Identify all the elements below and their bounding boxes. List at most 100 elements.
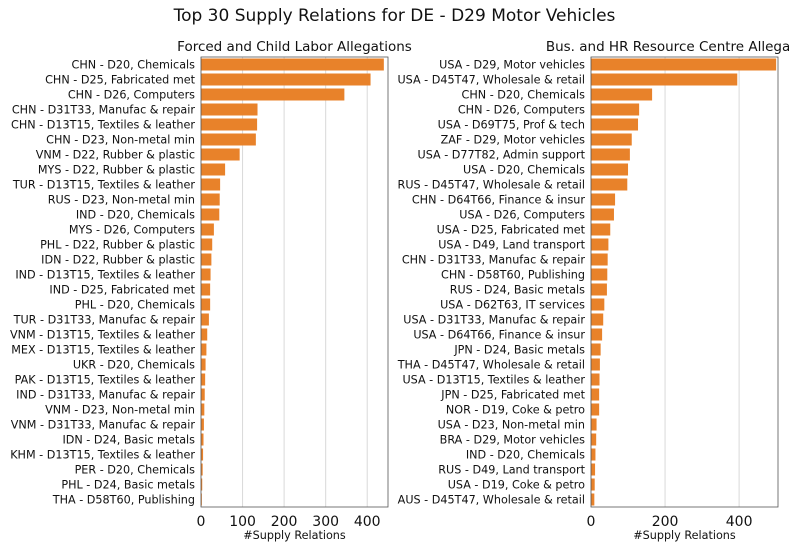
right-subplot-title: Bus. and HR Resource Centre Allegations: [546, 39, 789, 55]
right-bar: [591, 238, 609, 251]
right-category-label: JPN - D25, Fabricated met: [440, 389, 585, 402]
left-category-label: CHN - D26, Computers: [68, 89, 195, 102]
left-x-tick-label: 100: [229, 514, 256, 530]
left-category-label: VNM - D13T15, Textiles & leather: [10, 329, 195, 342]
left-category-label: PAK - D13T15, Textiles & leather: [15, 374, 196, 387]
right-x-tick-label: 0: [587, 514, 596, 530]
left-bar: [201, 298, 211, 311]
right-category-label: USA - D69T75, Prof & tech: [438, 119, 585, 132]
left-bar: [201, 133, 256, 146]
left-category-label: UKR - D20, Chemicals: [73, 359, 195, 372]
left-bar: [201, 88, 345, 101]
left-category-label: IDN - D24, Basic metals: [62, 434, 195, 447]
right-category-label: USA - D31T33, Manufac & repair: [403, 314, 585, 327]
right-bar: [591, 268, 608, 281]
left-bar: [201, 283, 211, 296]
right-bar: [591, 283, 607, 296]
right-category-label: JPN - D24, Basic metals: [453, 344, 585, 357]
right-bar: [591, 223, 611, 236]
right-bar: [591, 148, 630, 161]
left-category-label: VNM - D23, Non-metal min: [45, 404, 195, 417]
right-category-label: ZAF - D29, Motor vehicles: [441, 134, 586, 147]
right-category-label: CHN - D26, Computers: [458, 104, 585, 117]
right-category-label: NOR - D19, Coke & petro: [446, 404, 585, 417]
left-x-tick-label: 200: [271, 514, 298, 530]
right-category-label: CHN - D20, Chemicals: [462, 89, 586, 102]
right-category-label: USA - D77T82, Admin support: [418, 149, 586, 162]
figure-title: Top 30 Supply Relations for DE - D29 Mot…: [173, 6, 616, 26]
right-bar: [591, 163, 629, 176]
left-bar: [201, 208, 220, 221]
right-bar: [591, 103, 640, 116]
left-category-label: CHN - D20, Chemicals: [72, 59, 196, 72]
right-x-tick-label: 200: [652, 514, 679, 530]
left-axes-frame: [200, 56, 389, 508]
right-category-label: CHN - D58T60, Publishing: [441, 269, 585, 282]
right-bar: [591, 373, 600, 386]
right-bar: [591, 328, 603, 341]
left-bar: [201, 478, 203, 491]
left-category-label: CHN - D25, Fabricated met: [45, 74, 195, 87]
left-category-label: PHL - D20, Chemicals: [75, 299, 195, 312]
right-bar: [591, 388, 600, 401]
left-bar: [201, 403, 205, 416]
right-category-label: USA - D20, Chemicals: [463, 164, 585, 177]
left-bar: [201, 148, 240, 161]
right-axes-frame: [590, 56, 779, 508]
right-x-tick-label: 400: [726, 514, 753, 530]
left-bar: [201, 268, 211, 281]
left-bar: [201, 373, 206, 386]
left-x-tick-label: 300: [312, 514, 339, 530]
left-bar: [201, 118, 258, 131]
right-bar: [591, 208, 614, 221]
left-category-label: THA - D58T60, Publishing: [52, 494, 195, 507]
left-category-label: PER - D20, Chemicals: [75, 464, 196, 477]
left-bar: [201, 313, 209, 326]
right-bar: [591, 298, 605, 311]
right-category-label: AUS - D45T47, Wholesale & retail: [398, 494, 585, 507]
left-category-label: MYS - D22, Rubber & plastic: [38, 164, 195, 177]
right-bar: [591, 478, 595, 491]
right-category-label: USA - D62T63, IT services: [440, 299, 585, 312]
left-bar: [201, 253, 212, 266]
right-category-label: USA - D64T66, Finance & insur: [413, 329, 585, 342]
left-x-tick-label: 400: [354, 514, 381, 530]
left-category-label: CHN - D31T33, Manufac & repair: [12, 104, 196, 117]
left-category-label: RUS - D23, Non-metal min: [48, 194, 195, 207]
right-category-label: USA - D13T15, Textiles & leather: [402, 374, 585, 387]
right-category-label: CHN - D64T66, Finance & insur: [412, 194, 586, 207]
right-bar: [591, 313, 604, 326]
right-bar: [591, 118, 639, 131]
right-category-label: RUS - D24, Basic metals: [450, 284, 585, 297]
left-category-label: MEX - D13T15, Textiles & leather: [11, 344, 195, 357]
right-bar: [591, 133, 632, 146]
left-category-label: TUR - D31T33, Manufac & repair: [13, 314, 196, 327]
left-bar: [201, 433, 204, 446]
left-category-label: IND - D31T33, Manufac & repair: [16, 389, 195, 402]
left-x-axis-label: #Supply Relations: [243, 529, 346, 542]
right-category-label: USA - D49, Land transport: [438, 239, 585, 252]
right-bar: [591, 418, 597, 431]
right-bar: [591, 463, 596, 476]
left-category-label: IND - D25, Fabricated met: [49, 284, 195, 297]
left-category-label: IND - D13T15, Textiles & leather: [15, 269, 195, 282]
left-bar: [201, 103, 258, 116]
left-bar: [201, 448, 204, 461]
left-category-label: VNM - D22, Rubber & plastic: [36, 149, 195, 162]
left-bar: [201, 193, 220, 206]
left-category-label: IND - D20, Chemicals: [76, 209, 195, 222]
right-bar: [591, 58, 777, 71]
right-category-label: RUS - D45T47, Wholesale & retail: [398, 179, 585, 192]
right-bar: [591, 343, 601, 356]
right-bar: [591, 73, 738, 86]
left-bar: [201, 238, 213, 251]
right-category-label: USA - D26, Computers: [459, 209, 585, 222]
left-bar: [201, 178, 221, 191]
left-bar: [201, 163, 226, 176]
left-bar: [201, 493, 202, 506]
right-bar: [591, 403, 600, 416]
right-category-label: USA - D29, Motor vehicles: [439, 59, 585, 72]
right-category-label: IND - D20, Chemicals: [466, 449, 585, 462]
left-category-label: VNM - D31T33, Manufac & repair: [11, 419, 196, 432]
